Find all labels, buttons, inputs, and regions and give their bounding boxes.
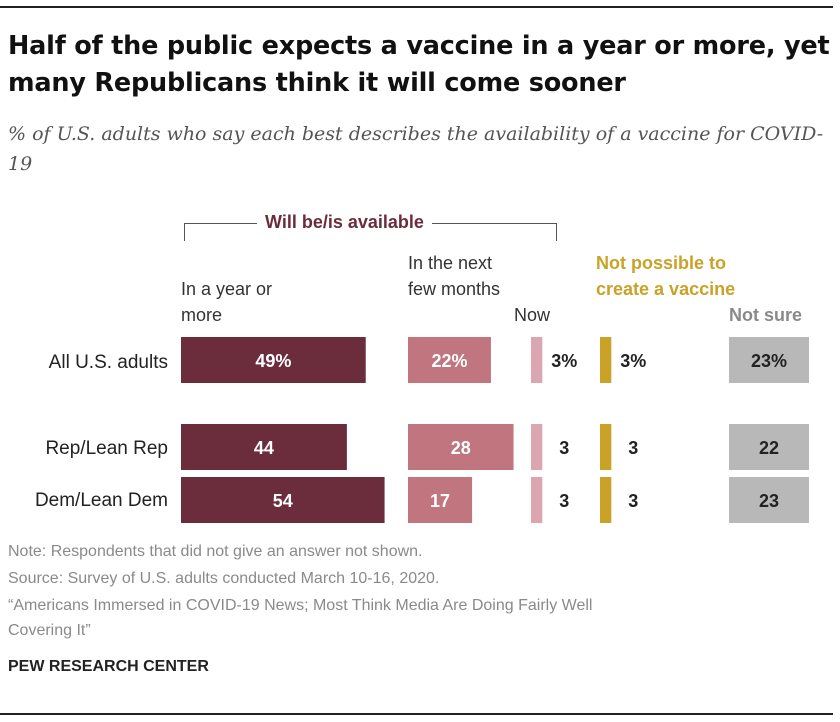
- bar-label-year-row-1: 44: [254, 438, 274, 458]
- bar-label-now-row-1: 3: [559, 438, 569, 458]
- row-label-rep: Rep/Lean Rep: [45, 438, 168, 459]
- bar-months-row-2: [408, 477, 473, 523]
- bar-now-row-2: [531, 477, 543, 523]
- bar-now-row-1: [531, 424, 543, 470]
- bar-label-not_sure-row-2: 23: [759, 491, 779, 511]
- bar-label-year-row-2: 54: [273, 491, 293, 511]
- bar-label-not_possible-row-0: 3%: [620, 351, 646, 371]
- bottom-rule: [0, 713, 833, 715]
- column-header-year: In a year or more: [181, 279, 273, 325]
- brand-logo-text: PEW RESEARCH CENTER: [8, 658, 209, 675]
- bar-label-now-row-2: 3: [559, 491, 569, 511]
- bar-not_possible-row-1: [600, 424, 612, 470]
- footer-report-line1: “Americans Immersed in COVID-19 News; Mo…: [8, 597, 593, 614]
- bar-months-row-0: [408, 337, 491, 383]
- bar-months-row-1: [408, 424, 514, 470]
- bar-now-row-0: [531, 337, 543, 383]
- top-rule: [0, 6, 833, 8]
- bar-label-not_possible-row-2: 3: [628, 491, 638, 511]
- bar-label-not_sure-row-1: 22: [759, 438, 779, 458]
- column-header-not-sure: Not sure: [729, 305, 803, 325]
- bar-not_sure-row-1: [729, 424, 809, 470]
- bar-not_sure-row-0: [729, 337, 809, 383]
- bar-year-row-1: [181, 424, 347, 470]
- bar-not_possible-row-2: [600, 477, 612, 523]
- bar-not_possible-row-0: [600, 337, 612, 383]
- bar-label-year-row-0: 49%: [255, 351, 291, 371]
- chart-title: Half of the public expects a vaccine in …: [8, 31, 830, 98]
- row-label-dem: Dem/Lean Dem: [34, 490, 168, 511]
- bar-label-not_possible-row-1: 3: [628, 438, 638, 458]
- column-header-months: In the next few months: [408, 253, 501, 299]
- row-label-all: All U.S. adults: [48, 352, 168, 373]
- bar-label-months-row-1: 28: [451, 438, 471, 458]
- footer-note: Note: Respondents that did not give an a…: [8, 543, 423, 560]
- bar-label-months-row-0: 22%: [431, 351, 467, 371]
- group-label: Will be/is available: [257, 210, 432, 234]
- bar-label-not_sure-row-0: 23%: [751, 351, 787, 371]
- bar-year-row-0: [181, 337, 366, 383]
- bar-label-months-row-2: 17: [430, 491, 450, 511]
- column-header-now: Now: [514, 305, 551, 325]
- bar-label-now-row-0: 3%: [551, 351, 577, 371]
- bar-not_sure-row-2: [729, 477, 809, 523]
- footer-report-line2: Covering It”: [8, 622, 91, 639]
- bar-year-row-2: [181, 477, 385, 523]
- footer-source: Source: Survey of U.S. adults conducted …: [8, 570, 440, 587]
- column-header-not-possible: Not possible to create a vaccine: [596, 253, 736, 299]
- chart-subtitle: % of U.S. adults who say each best descr…: [8, 123, 824, 175]
